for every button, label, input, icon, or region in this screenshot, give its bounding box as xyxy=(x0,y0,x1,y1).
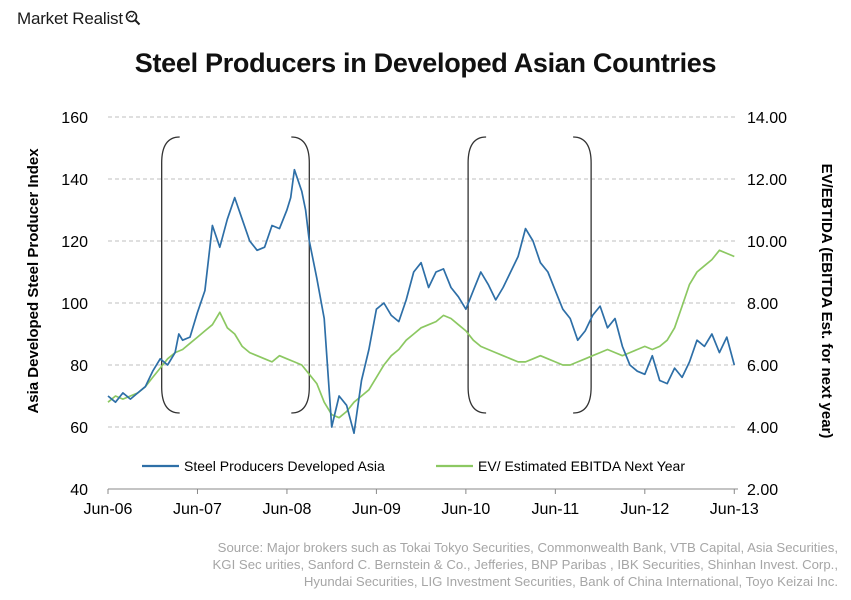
magnifier-chart-icon xyxy=(125,10,141,29)
y-right-tick-label: 2.00 xyxy=(747,482,778,499)
y-right-axis-title: EV/EBTIDA (EBITDA Est. for next year) xyxy=(818,164,835,439)
y-left-axis-title: Asia Developed Steel Producer Index xyxy=(25,148,42,414)
bracket-right xyxy=(573,136,592,414)
y-right-tick-label: 4.00 xyxy=(747,420,778,437)
y-left-tick-label: 140 xyxy=(61,172,88,189)
bracket-left xyxy=(161,136,180,414)
source-line: Source: Major brokers such as Tokai Toky… xyxy=(217,540,838,555)
bracket-right xyxy=(291,136,310,414)
y-left-tick-label: 80 xyxy=(70,358,88,375)
y-right-tick-label: 14.00 xyxy=(747,110,787,127)
y-right-tick-label: 8.00 xyxy=(747,296,778,313)
series-line-steel-index xyxy=(107,168,736,435)
y-left-tick-label: 120 xyxy=(61,234,88,251)
y-right-tick-label: 12.00 xyxy=(747,172,787,189)
source-line: Hyundai Securities, LIG Investment Secur… xyxy=(303,574,838,589)
y-left-tick-label: 160 xyxy=(61,110,88,127)
y-right-tick-label: 10.00 xyxy=(747,234,787,251)
x-tick-label: Jun-08 xyxy=(262,501,311,518)
y-right-tick-label: 6.00 xyxy=(747,358,778,375)
x-tick-label: Jun-13 xyxy=(710,501,759,518)
brand-name: Market Realist xyxy=(17,9,123,28)
x-tick-label: Jun-12 xyxy=(620,501,669,518)
brand-logo: Market Realist xyxy=(17,9,141,29)
x-tick-label: Jun-11 xyxy=(531,501,579,518)
x-tick-label: Jun-07 xyxy=(173,501,222,518)
x-tick-label: Jun-09 xyxy=(352,501,401,518)
series-line-ev-ebitda xyxy=(107,249,735,419)
x-tick-label: Jun-06 xyxy=(84,501,133,518)
y-left-tick-label: 60 xyxy=(70,420,88,437)
legend-label: EV/ Estimated EBITDA Next Year xyxy=(478,458,685,474)
y-left-tick-label: 100 xyxy=(61,296,88,313)
source-line: KGI Sec urities, Sanford C. Bernstein & … xyxy=(212,557,838,572)
legend-label: Steel Producers Developed Asia xyxy=(184,458,385,474)
bracket-left xyxy=(467,136,487,414)
x-tick-label: Jun-10 xyxy=(441,501,490,518)
chart-title: Steel Producers in Developed Asian Count… xyxy=(134,48,717,78)
source-note: Source: Major brokers such as Tokai Toky… xyxy=(0,539,838,590)
y-left-tick-label: 40 xyxy=(70,482,88,499)
